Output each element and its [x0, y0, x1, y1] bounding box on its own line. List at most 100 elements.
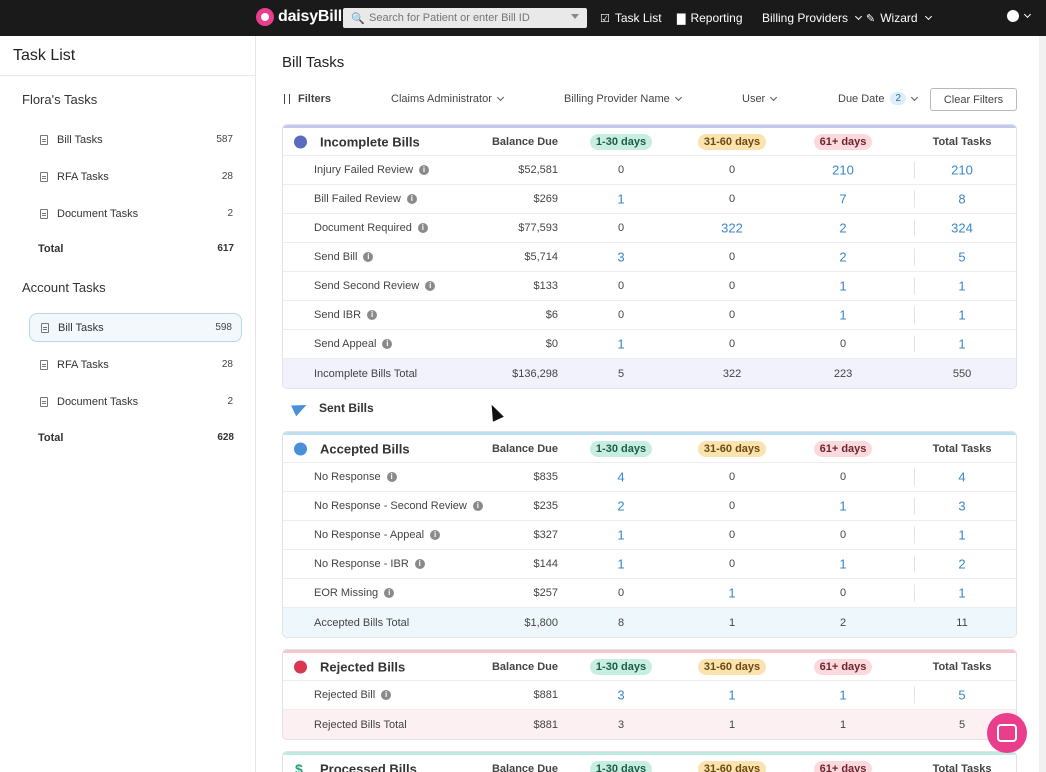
due-date-filter[interactable]: Due Date 2 [838, 92, 919, 105]
sidebar-item-account-document-tasks[interactable]: Document Tasks 2 [29, 387, 242, 416]
row-label: Send Bill i [314, 251, 374, 263]
sidebar-title: Task List [13, 47, 76, 64]
count-link[interactable]: 1 [839, 687, 847, 703]
info-icon[interactable]: i [382, 339, 393, 350]
info-icon[interactable]: i [430, 530, 441, 541]
table-row[interactable]: Document Required i $77,593 0 322 2 324 [283, 214, 1016, 243]
user-filter[interactable]: User [742, 93, 778, 105]
count-link[interactable]: 324 [951, 220, 973, 236]
total-tasks-header: Total Tasks [932, 660, 992, 673]
user-menu[interactable] [1007, 10, 1032, 22]
count-link[interactable]: 1 [958, 336, 966, 352]
count-link[interactable]: 322 [721, 220, 743, 236]
count-link[interactable]: 3 [617, 687, 625, 703]
count-link[interactable]: 7 [839, 191, 847, 207]
age-31-60-badge: 31-60 days [697, 133, 767, 150]
table-row[interactable]: No Response - Appeal i $327 1 0 0 1 [283, 521, 1016, 550]
row-label: No Response - Appeal i [314, 529, 441, 541]
age-61-plus-badge: 61+ days [813, 658, 873, 675]
count-link[interactable]: 1 [617, 556, 625, 572]
scrollbar[interactable] [1039, 36, 1046, 772]
count-link[interactable]: 5 [958, 687, 966, 703]
count-link[interactable]: 1 [617, 191, 625, 207]
info-icon[interactable]: i [414, 559, 425, 570]
table-row[interactable]: Send Bill i $5,714 3 0 2 5 [283, 243, 1016, 272]
nav-billing-providers[interactable]: Billing Providers [762, 11, 863, 25]
filters-toggle[interactable]: Filters [282, 93, 331, 105]
info-icon[interactable]: i [386, 472, 397, 483]
claims-administrator-filter[interactable]: Claims Administrator [391, 93, 504, 105]
table-row[interactable]: Rejected Bill i $881 3 1 1 5 [283, 681, 1016, 710]
count-link[interactable]: 8 [958, 191, 966, 207]
info-icon[interactable]: i [406, 194, 417, 205]
table-row[interactable]: EOR Missing i $257 0 1 0 1 [283, 579, 1016, 608]
table-row[interactable]: Send IBR i $6 0 0 1 1 [283, 301, 1016, 330]
count-link[interactable]: 2 [958, 556, 966, 572]
balance-due-cell: $77,593 [518, 222, 558, 234]
count-link[interactable]: 1 [958, 527, 966, 543]
info-icon[interactable]: i [381, 690, 392, 701]
count-link[interactable]: 1 [958, 307, 966, 323]
table-row[interactable]: Send Appeal i $0 1 0 0 1 [283, 330, 1016, 359]
nav-reporting-label: Reporting [690, 11, 743, 25]
table-row[interactable]: Send Second Review i $133 0 0 1 1 [283, 272, 1016, 301]
info-icon[interactable]: i [472, 501, 483, 512]
info-icon[interactable]: i [363, 252, 374, 263]
count-link[interactable]: 4 [617, 469, 625, 485]
count-link[interactable]: 1 [958, 278, 966, 294]
nav-task-list[interactable]: ☑ Task List [600, 11, 662, 25]
patient-search[interactable]: 🔍 [343, 8, 587, 28]
sidebar-item-account-rfa-tasks[interactable]: RFA Tasks 28 [29, 350, 242, 379]
count-link[interactable]: 2 [839, 249, 847, 265]
nav-wizard[interactable]: ✎ Wizard [866, 11, 932, 25]
table-row[interactable]: Bill Failed Review i $269 1 0 7 8 [283, 185, 1016, 214]
count-link[interactable]: 3 [958, 498, 966, 514]
count-link[interactable]: 1 [728, 585, 736, 601]
count-link[interactable]: 1 [617, 336, 625, 352]
info-icon[interactable]: i [425, 281, 436, 292]
sidebar-item-floras-rfa-tasks[interactable]: RFA Tasks 28 [29, 162, 242, 191]
age-31-60-badge: 31-60 days [697, 440, 767, 457]
count-link[interactable]: 4 [958, 469, 966, 485]
count-link[interactable]: 2 [839, 220, 847, 236]
table-row[interactable]: Injury Failed Review i $52,581 0 0 210 210 [283, 156, 1016, 185]
brand-logo[interactable]: daisyBill [256, 8, 342, 26]
clipboard-icon [40, 359, 48, 370]
count-link[interactable]: 210 [951, 162, 973, 178]
balance-due-cell: $881 [533, 689, 558, 701]
count-link[interactable]: 1 [728, 687, 736, 703]
chevron-down-icon[interactable] [571, 14, 579, 19]
clear-filters-button[interactable]: Clear Filters [930, 88, 1017, 111]
total-balance: $136,298 [512, 367, 558, 380]
search-input[interactable] [369, 12, 559, 24]
info-icon[interactable]: i [384, 588, 395, 599]
count-link[interactable]: 2 [617, 498, 625, 514]
count-link[interactable]: 5 [958, 249, 966, 265]
info-icon[interactable]: i [367, 310, 378, 321]
count-link[interactable]: 1 [839, 278, 847, 294]
mouse-cursor-icon [486, 402, 504, 422]
count-link[interactable]: 1 [839, 556, 847, 572]
table-row[interactable]: No Response i $835 4 0 0 4 [283, 463, 1016, 492]
count-link[interactable]: 210 [832, 162, 854, 178]
table-row[interactable]: No Response - IBR i $144 1 0 1 2 [283, 550, 1016, 579]
info-icon[interactable]: i [417, 223, 428, 234]
count-link[interactable]: 1 [839, 307, 847, 323]
table-row[interactable]: No Response - Second Review i $235 2 0 1 3 [283, 492, 1016, 521]
info-icon[interactable]: i [419, 165, 430, 176]
nav-reporting[interactable]: ▇ Reporting [677, 11, 743, 25]
count-cell: 0 [617, 222, 625, 234]
sidebar-item-account-bill-tasks[interactable]: Bill Tasks 598 [29, 313, 242, 342]
search-icon: 🔍 [351, 12, 365, 25]
chat-widget-button[interactable] [987, 713, 1027, 753]
count-link[interactable]: 1 [958, 585, 966, 601]
sidebar-item-floras-document-tasks[interactable]: Document Tasks 2 [29, 199, 242, 228]
count-link[interactable]: 1 [839, 498, 847, 514]
billing-provider-filter[interactable]: Billing Provider Name [564, 93, 682, 105]
count-link[interactable]: 1 [617, 527, 625, 543]
column-divider [914, 306, 915, 324]
count-link[interactable]: 3 [617, 249, 625, 265]
total-tasks: 11 [956, 616, 968, 629]
sidebar-item-floras-bill-tasks[interactable]: Bill Tasks 587 [29, 125, 242, 154]
balance-due-cell: $6 [545, 309, 558, 321]
